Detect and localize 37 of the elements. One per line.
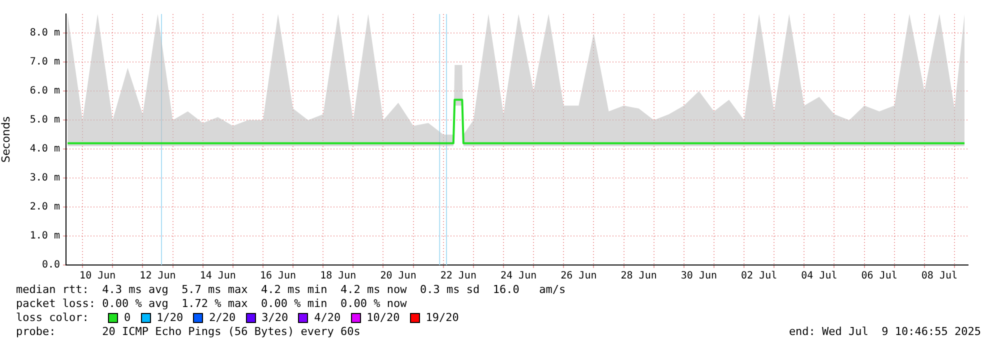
x-tick-label: 04 Jul — [801, 270, 838, 282]
legend-label: 1/20 — [156, 311, 184, 325]
x-tick-label: 26 Jun — [560, 270, 597, 282]
legend-label: 10/20 — [366, 311, 400, 325]
x-tick-label: 24 Jun — [500, 270, 537, 282]
y-tick-label: 1.0 m — [30, 230, 60, 242]
y-tick-label: 3.0 m — [30, 172, 60, 184]
y-tick-label: 7.0 m — [30, 56, 60, 68]
x-tick-label: 18 Jun — [320, 270, 356, 282]
legend-label: 19/20 — [426, 311, 459, 325]
y-tick-label: 8.0 m — [30, 28, 60, 39]
y-axis-title: Seconds — [0, 116, 12, 163]
x-tick-label: 14 Jun — [200, 270, 236, 282]
x-tick-label: 16 Jun — [260, 270, 296, 282]
legend-title: loss color: — [16, 311, 90, 325]
x-tick-label: 12 Jun — [140, 270, 176, 282]
x-tick-label: 30 Jun — [680, 270, 718, 282]
x-tick-label: 08 Jul — [921, 270, 958, 282]
legend-label: 4/20 — [314, 311, 341, 325]
x-tick-label: 10 Jun — [80, 270, 116, 282]
x-tick-label: 20 Jun — [380, 270, 416, 282]
x-tick-label: 22 Jun — [440, 270, 476, 282]
y-tick-label: 5.0 m — [30, 114, 60, 126]
y-tick-label: 4.0 m — [30, 144, 60, 155]
y-tick-label: 6.0 m — [30, 86, 60, 97]
x-tick-label: 06 Jul — [861, 270, 898, 282]
legend-label: 0 — [124, 311, 131, 325]
legend-label: 3/20 — [262, 311, 288, 325]
legend-label: 2/20 — [209, 311, 236, 325]
x-tick-label: 02 Jul — [741, 270, 778, 282]
x-tick-label: 28 Jun — [620, 270, 657, 282]
y-tick-label: 2.0 m — [30, 202, 60, 213]
text: packet loss: 0.00 % avg 1.72 % max 0.00 % min 0.00 % now — [16, 297, 408, 311]
text: end: Wed Jul 9 10:46:55 2025 — [788, 325, 981, 339]
y-tick-label: 0.0 — [42, 260, 60, 271]
text: median rtt: 4.3 ms avg 5.7 ms max 4.2 ms min 4.2 ms now 0.3 ms sd 16.0 am/s — [16, 283, 567, 297]
text: probe: 20 ICMP Echo Pings (56 Bytes) every 60s — [16, 325, 360, 339]
